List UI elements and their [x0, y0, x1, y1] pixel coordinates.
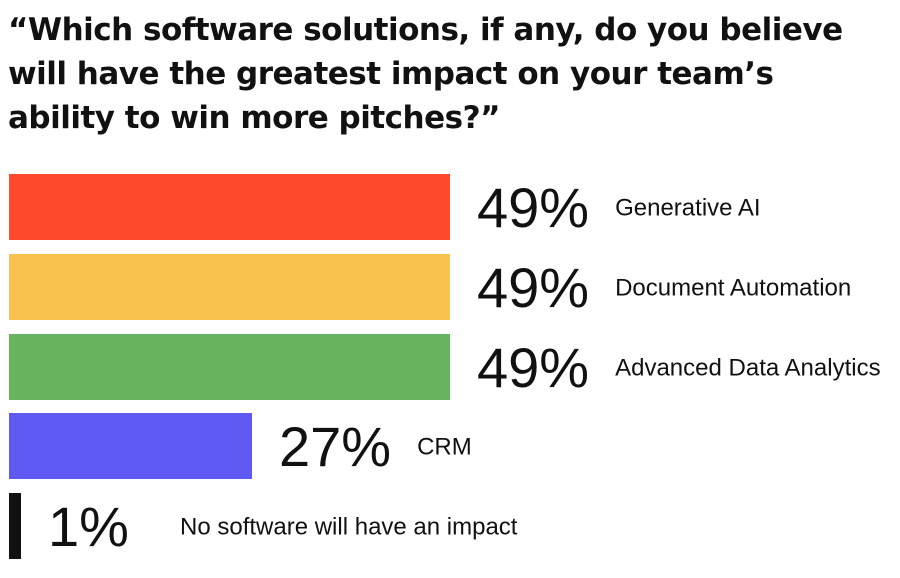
bar-document-automation: [9, 254, 450, 320]
bar-crm: [9, 413, 252, 479]
value-label-advanced-data-analytics: 49%: [477, 336, 589, 399]
chart-title: “Which software solutions, if any, do yo…: [8, 12, 843, 136]
bar-generative-ai: [9, 174, 450, 240]
value-label-generative-ai: 49%: [477, 176, 589, 239]
value-label-no-software-will-have-an-impact: 1%: [48, 495, 129, 558]
bar-advanced-data-analytics: [9, 334, 450, 400]
bar-no-software-will-have-an-impact: [9, 493, 21, 559]
category-label-advanced-data-analytics: Advanced Data Analytics: [615, 354, 881, 381]
category-label-no-software-will-have-an-impact: No software will have an impact: [180, 513, 518, 540]
value-label-crm: 27%: [279, 415, 391, 478]
category-label-crm: CRM: [417, 433, 472, 460]
category-label-document-automation: Document Automation: [615, 274, 851, 301]
category-label-generative-ai: Generative AI: [615, 194, 760, 221]
value-label-document-automation: 49%: [477, 256, 589, 319]
